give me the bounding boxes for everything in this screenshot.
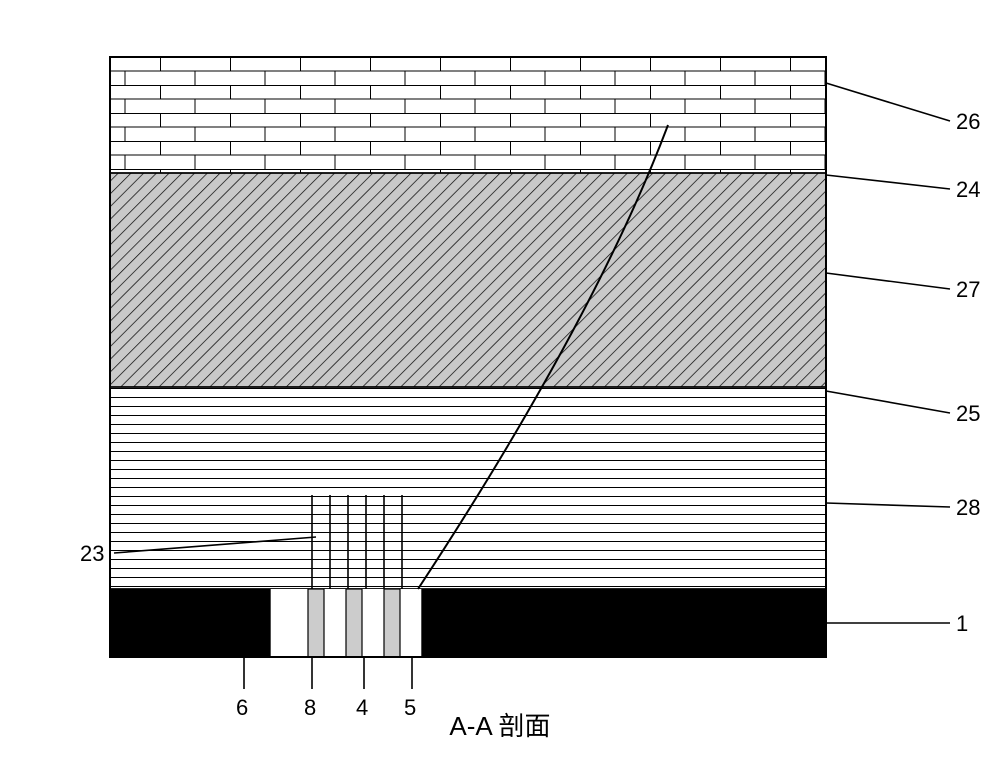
svg-text:27: 27 xyxy=(956,277,980,302)
section-diagram: 26242725281236845 A-A 剖面 xyxy=(20,29,980,749)
svg-text:26: 26 xyxy=(956,109,980,134)
caption: A-A 剖面 xyxy=(20,706,980,743)
svg-text:28: 28 xyxy=(956,495,980,520)
svg-text:1: 1 xyxy=(956,611,968,636)
svg-text:23: 23 xyxy=(80,541,104,566)
svg-text:24: 24 xyxy=(956,177,980,202)
section-svg: 26242725281236845 xyxy=(20,29,980,749)
svg-text:25: 25 xyxy=(956,401,980,426)
